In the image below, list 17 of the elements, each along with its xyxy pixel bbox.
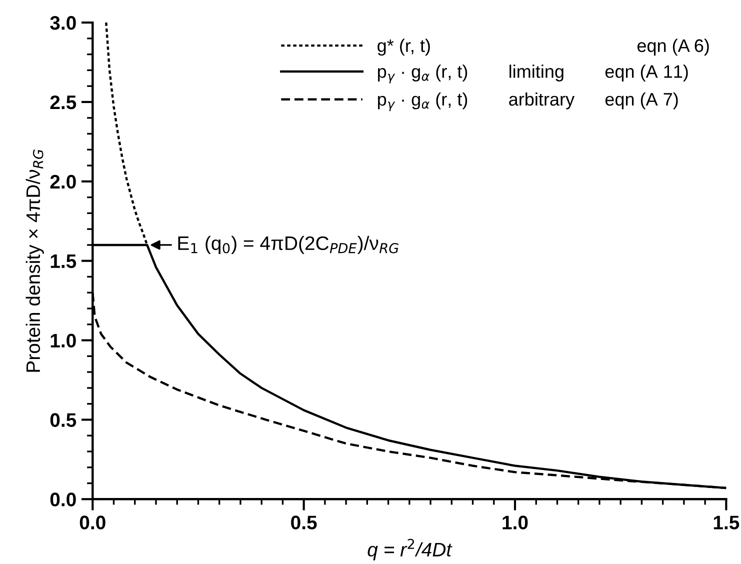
y-tick-label: 1.5 xyxy=(50,254,76,268)
y-tick-label: 0.5 xyxy=(50,413,76,427)
x-axis-title: q = r$^{2}$/4Dt xyxy=(368,538,452,560)
legend-label: p$_{γ}$ · g$_{α}$ (r, t) arbitrary eqn (A 7) xyxy=(378,92,678,112)
annotation: E$_{1}$ (q$_{0}$) = 4πD(2C$_{PDE}$)/ν$_{RG}$ xyxy=(178,236,398,254)
y-tick-label: 1.0 xyxy=(50,334,76,348)
y-tick-label: 2.0 xyxy=(50,174,76,189)
x-tick-label: 0.0 xyxy=(80,516,106,530)
legend-label: g* (r, t) eqn (A 6) xyxy=(378,38,709,56)
legend-label: p$_{γ}$ · g$_{α}$ (r, t) limiting eqn (A 11) xyxy=(378,64,688,84)
x-tick-label: 0.5 xyxy=(291,516,317,530)
y-axis-title: Protein density × 4πD/ν$_{RG}$ xyxy=(26,150,44,372)
y-tick-label: 2.5 xyxy=(50,95,76,110)
x-tick-label: 1.0 xyxy=(502,516,528,530)
x-tick-label: 1.5 xyxy=(714,516,740,530)
y-tick-label: 3.0 xyxy=(50,16,76,30)
y-tick-label: 0.0 xyxy=(50,492,76,506)
